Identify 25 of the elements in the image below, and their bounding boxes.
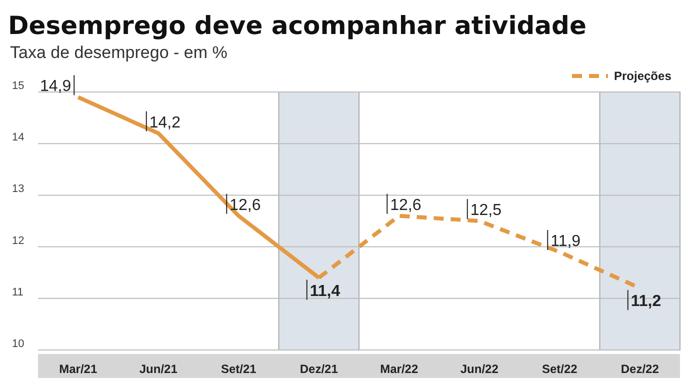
y-tick-label: 10 bbox=[12, 338, 24, 350]
x-tick-label: Mar/21 bbox=[59, 362, 98, 376]
y-tick-label: 11 bbox=[12, 286, 24, 298]
data-label: 14,2 bbox=[149, 114, 181, 132]
chart-title: Desemprego deve acompanhar atividade bbox=[8, 11, 586, 40]
data-label: 11,9 bbox=[550, 232, 581, 250]
y-tick-label: 13 bbox=[12, 183, 24, 196]
data-label: 11,2 bbox=[630, 293, 662, 310]
x-tick-label: Set/22 bbox=[542, 362, 578, 376]
x-tick-label: Dez/21 bbox=[300, 362, 338, 376]
x-tick-label: Dez/22 bbox=[620, 362, 660, 376]
y-tick-label: 14 bbox=[12, 132, 24, 144]
x-tick-label: Jun/21 bbox=[139, 362, 178, 376]
y-tick-label: 12 bbox=[12, 234, 24, 247]
data-label: 12,5 bbox=[470, 202, 502, 219]
chart-subtitle: Taxa de desemprego - em % bbox=[10, 43, 228, 62]
data-label: 12,6 bbox=[390, 196, 422, 214]
legend-label: Projeções bbox=[614, 69, 672, 83]
y-tick-label: 15 bbox=[12, 80, 24, 92]
data-label: 12,6 bbox=[230, 196, 261, 214]
x-tick-label: Jun/22 bbox=[460, 362, 499, 376]
data-label: 14,9 bbox=[40, 78, 72, 96]
data-label: 11,4 bbox=[310, 282, 340, 300]
x-tick-label: Mar/22 bbox=[380, 362, 418, 376]
x-tick-label: Set/21 bbox=[220, 362, 257, 376]
